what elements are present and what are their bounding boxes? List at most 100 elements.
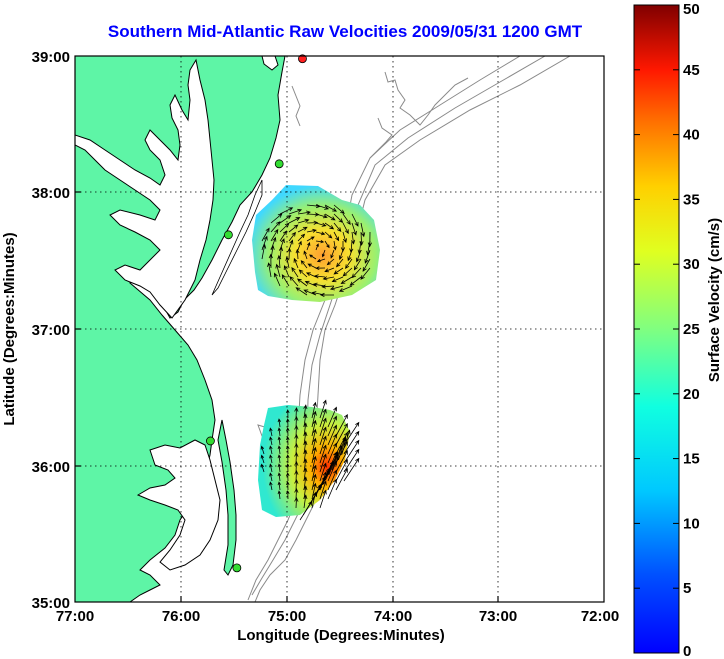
velocity-arrow — [294, 460, 299, 473]
axis-ticks — [75, 191, 499, 602]
velocity-arrow — [294, 424, 299, 437]
velocity-arrow — [269, 436, 273, 446]
velocity-arrow — [269, 445, 273, 455]
velocity-arrow — [309, 254, 317, 260]
radar-station-marker — [298, 54, 307, 64]
velocity-arrow — [341, 429, 351, 456]
velocity-arrow — [351, 213, 359, 227]
velocity-arrow — [326, 258, 335, 266]
y-tick-label: 36:00 — [32, 459, 70, 476]
velocity-arrow — [331, 276, 344, 283]
land-mainland — [75, 56, 286, 602]
velocity-arrow — [269, 481, 273, 491]
x-tick-label: 73:00 — [479, 608, 517, 625]
velocity-arrow — [316, 258, 326, 263]
velocity-arrow — [277, 454, 282, 464]
velocity-arrow — [327, 406, 337, 428]
velocity-arrow — [288, 231, 296, 242]
y-tick-label: 35:00 — [32, 595, 70, 612]
velocity-arrow — [286, 490, 290, 500]
velocity-arrow — [289, 276, 299, 287]
velocity-arrow — [270, 213, 283, 224]
velocity-arrow — [335, 468, 348, 491]
colorbar-label: Surface Velocity (cm/s) — [706, 218, 723, 382]
velocity-arrow — [327, 433, 337, 455]
velocity-arrow — [329, 285, 344, 291]
velocity-arrow — [269, 454, 273, 464]
velocity-arrow — [311, 473, 317, 491]
velocity-arrow — [342, 267, 353, 277]
velocity-arrow — [319, 435, 327, 455]
velocity-arrow — [277, 490, 282, 500]
velocity-arrow — [319, 444, 327, 464]
velocity-arrow — [260, 445, 265, 455]
colorbar-tick-label: 25 — [683, 321, 700, 338]
velocity-arrow — [286, 427, 290, 437]
colorbar-tick-label: 20 — [683, 386, 700, 403]
velocity-arrow — [315, 204, 330, 210]
velocity-arrow — [291, 267, 299, 278]
velocity-arrow — [343, 439, 360, 464]
velocity-arrow — [324, 267, 335, 273]
velocity-arrow — [297, 240, 302, 251]
velocity-arrow — [261, 243, 267, 260]
velocity-arrow — [340, 276, 353, 284]
velocity-arrow — [359, 231, 364, 246]
velocity-vectors — [260, 203, 372, 521]
velocity-arrow — [343, 448, 360, 473]
velocity-arrow — [335, 423, 348, 446]
y-tick-label: 39:00 — [32, 49, 70, 66]
velocity-arrow — [319, 292, 335, 298]
velocity-arrow — [294, 415, 299, 428]
velocity-arrow — [353, 258, 362, 271]
velocity-arrow — [277, 481, 282, 491]
velocity-arrow — [270, 228, 279, 242]
velocity-arrow — [311, 419, 317, 437]
velocity-arrow — [343, 421, 360, 446]
y-tick-label: 38:00 — [32, 185, 70, 202]
x-tick-label: 77:00 — [56, 608, 94, 625]
colorbar-tick-label: 5 — [683, 580, 691, 597]
velocity-arrow — [315, 222, 327, 227]
velocity-arrow — [343, 430, 360, 455]
colorbar-tick-label: 10 — [683, 515, 700, 532]
velocity-arrow — [294, 487, 299, 500]
velocity-arrow — [275, 263, 281, 278]
velocity-arrow — [364, 249, 371, 264]
velocity-arrow — [311, 401, 317, 419]
velocity-arrow — [293, 257, 299, 269]
velocity-arrow — [286, 463, 290, 473]
velocity-arrow — [319, 417, 327, 437]
x-tick-label: 76:00 — [162, 608, 200, 625]
colorbar-tick-label: 0 — [683, 643, 691, 659]
colorbar-tick-label: 15 — [683, 451, 700, 468]
velocity-arrow — [355, 249, 362, 263]
velocity-arrow — [333, 240, 337, 251]
velocity-arrow — [319, 489, 327, 509]
velocity-arrow — [349, 276, 362, 286]
colorbar-tick-label: 45 — [683, 62, 700, 79]
radar-station-marker — [274, 159, 284, 169]
velocity-arrow — [261, 227, 270, 242]
velocity-arrow — [327, 424, 337, 446]
velocity-arrow — [287, 247, 292, 260]
velocity-arrow — [294, 478, 299, 491]
velocity-arrow — [267, 262, 272, 278]
velocity-arrow — [324, 240, 330, 249]
velocity-arrow — [322, 276, 335, 281]
colorbar-tick-label: 30 — [683, 256, 700, 273]
radar-stations — [206, 54, 307, 573]
velocity-arrow — [347, 249, 353, 262]
velocity-arrow — [336, 258, 344, 268]
velocity-arrow — [270, 245, 275, 260]
velocity-arrow — [304, 280, 317, 287]
velocity-arrow — [315, 213, 328, 219]
velocity-arrow — [315, 231, 326, 236]
velocity-arrow — [260, 454, 265, 464]
velocity-arrow — [311, 446, 317, 464]
velocity-arrow — [279, 215, 292, 224]
velocity-arrow — [297, 233, 306, 242]
velocity-arrow — [311, 482, 317, 500]
velocity-arrow — [288, 224, 299, 233]
velocity-arrow — [321, 249, 326, 258]
